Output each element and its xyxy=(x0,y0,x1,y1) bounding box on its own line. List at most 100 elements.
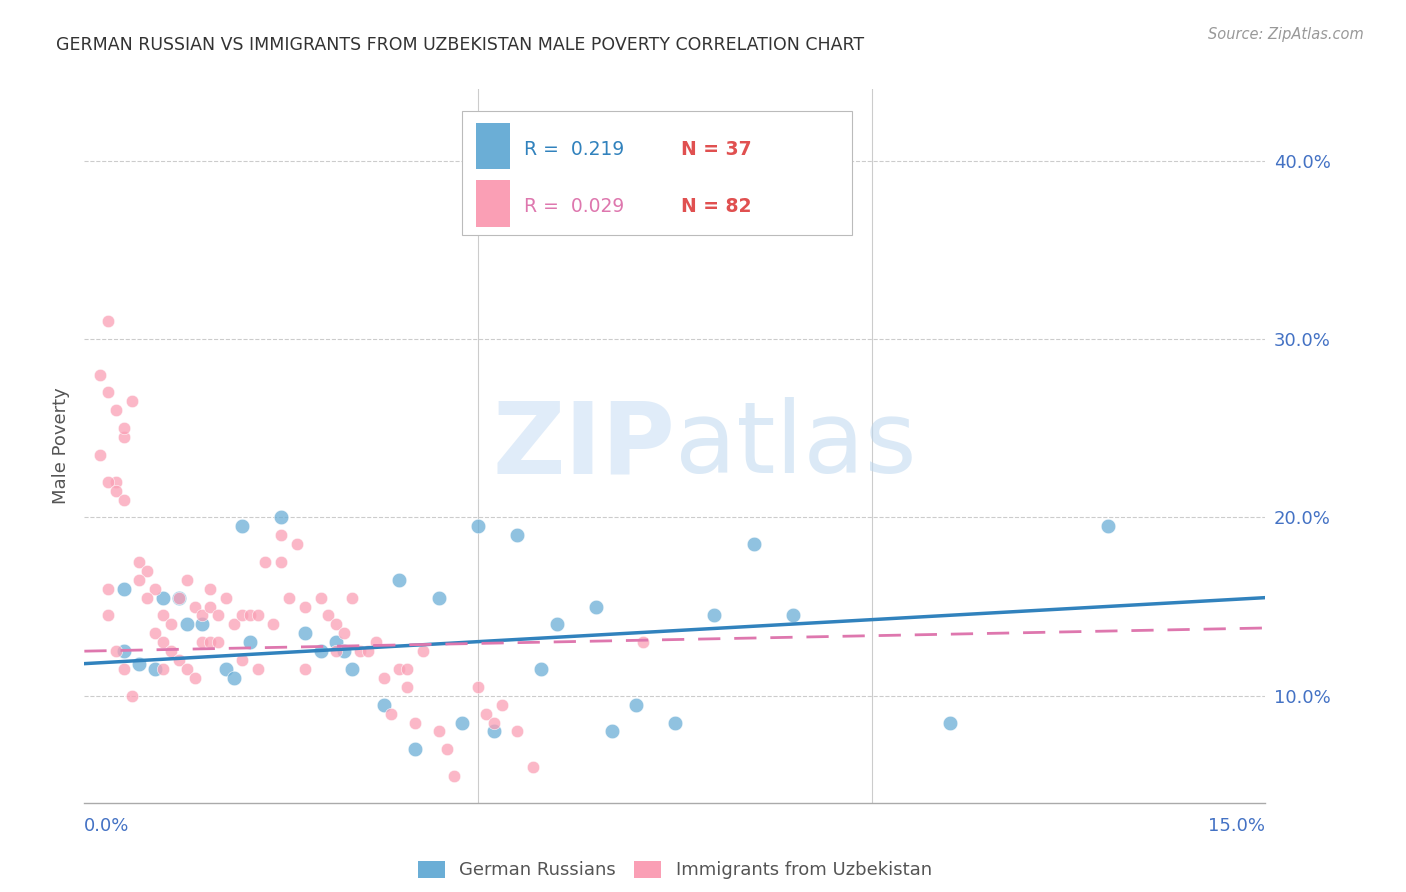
Point xyxy=(239,608,262,623)
Point xyxy=(112,582,135,596)
Point xyxy=(294,599,316,614)
Point xyxy=(167,591,190,605)
Point xyxy=(97,314,120,328)
Point xyxy=(396,662,419,676)
Point xyxy=(467,519,489,533)
Text: N = 37: N = 37 xyxy=(681,140,751,160)
Point xyxy=(270,510,292,524)
Point xyxy=(600,724,623,739)
Point xyxy=(373,698,395,712)
Point xyxy=(404,715,426,730)
Point xyxy=(207,635,229,649)
Bar xyxy=(477,180,509,227)
Point xyxy=(112,421,135,435)
Point xyxy=(104,475,127,489)
Point xyxy=(246,608,269,623)
Point xyxy=(97,475,120,489)
Point xyxy=(333,644,356,658)
Point xyxy=(325,617,347,632)
Point xyxy=(491,698,513,712)
Point xyxy=(396,680,419,694)
Point xyxy=(160,644,183,658)
Point xyxy=(506,528,529,542)
Text: 0.0%: 0.0% xyxy=(84,817,129,835)
Point xyxy=(270,555,292,569)
Text: R =  0.219: R = 0.219 xyxy=(523,140,624,160)
Point xyxy=(285,537,308,551)
Point xyxy=(200,599,222,614)
Point xyxy=(939,715,962,730)
Point xyxy=(143,662,166,676)
Point xyxy=(262,617,284,632)
Point xyxy=(152,662,174,676)
Text: R =  0.029: R = 0.029 xyxy=(523,197,624,217)
Point xyxy=(160,617,183,632)
Point xyxy=(97,385,120,400)
Point xyxy=(325,635,347,649)
Point xyxy=(309,591,332,605)
Point xyxy=(128,657,150,671)
Point xyxy=(191,635,214,649)
Point xyxy=(436,742,458,756)
Point xyxy=(585,599,607,614)
Point xyxy=(176,662,198,676)
Text: ZIP: ZIP xyxy=(492,398,675,494)
Point xyxy=(475,706,498,721)
Legend: German Russians, Immigrants from Uzbekistan: German Russians, Immigrants from Uzbekis… xyxy=(411,854,939,887)
Point xyxy=(309,644,332,658)
Text: N = 82: N = 82 xyxy=(681,197,751,217)
Point xyxy=(112,492,135,507)
Point xyxy=(427,591,450,605)
Point xyxy=(482,724,505,739)
Point xyxy=(427,724,450,739)
Point xyxy=(104,483,127,498)
Point xyxy=(167,591,190,605)
Point xyxy=(167,653,190,667)
Point xyxy=(191,608,214,623)
Point xyxy=(121,394,143,409)
Point xyxy=(318,608,340,623)
Point xyxy=(278,591,301,605)
Point xyxy=(530,662,553,676)
Point xyxy=(176,617,198,632)
Point xyxy=(239,635,262,649)
Point xyxy=(183,599,205,614)
Point xyxy=(215,591,238,605)
FancyBboxPatch shape xyxy=(463,111,852,235)
Point xyxy=(128,573,150,587)
Point xyxy=(664,715,686,730)
Point xyxy=(89,448,111,462)
Point xyxy=(340,662,363,676)
Point xyxy=(333,626,356,640)
Point xyxy=(200,635,222,649)
Point xyxy=(412,644,434,658)
Point xyxy=(215,662,238,676)
Text: GERMAN RUSSIAN VS IMMIGRANTS FROM UZBEKISTAN MALE POVERTY CORRELATION CHART: GERMAN RUSSIAN VS IMMIGRANTS FROM UZBEKI… xyxy=(56,36,865,54)
Point xyxy=(176,573,198,587)
Point xyxy=(152,591,174,605)
Text: Source: ZipAtlas.com: Source: ZipAtlas.com xyxy=(1208,27,1364,42)
Point xyxy=(467,680,489,694)
Point xyxy=(207,608,229,623)
Point xyxy=(294,662,316,676)
Point xyxy=(89,368,111,382)
Point xyxy=(373,671,395,685)
Point xyxy=(136,591,159,605)
Point xyxy=(294,626,316,640)
Point xyxy=(231,519,253,533)
Point xyxy=(782,608,804,623)
Point xyxy=(506,724,529,739)
Point xyxy=(104,403,127,417)
Point xyxy=(97,582,120,596)
Text: 15.0%: 15.0% xyxy=(1208,817,1265,835)
Point xyxy=(357,644,380,658)
Point xyxy=(222,617,245,632)
Point xyxy=(388,662,411,676)
Text: atlas: atlas xyxy=(675,398,917,494)
Point xyxy=(183,671,205,685)
Point xyxy=(112,430,135,444)
Point xyxy=(404,742,426,756)
Point xyxy=(482,715,505,730)
Point xyxy=(388,573,411,587)
Point xyxy=(246,662,269,676)
